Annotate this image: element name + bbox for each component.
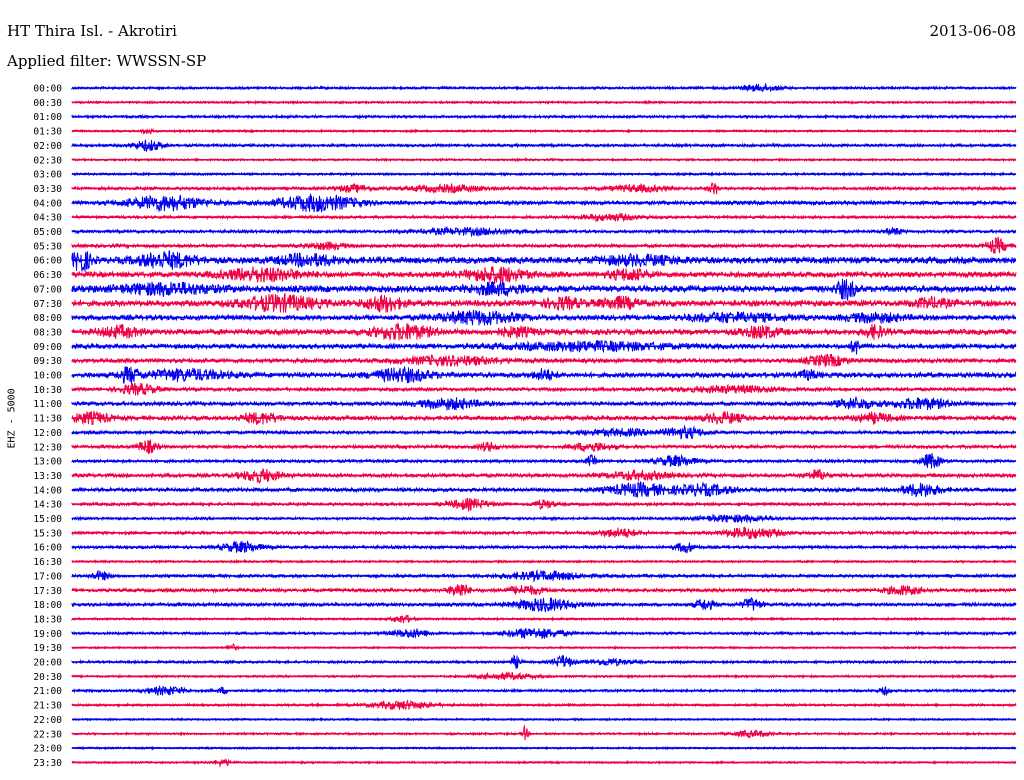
row-time-label: 02:00 [33, 141, 62, 152]
row-time-label: 20:30 [33, 672, 62, 683]
row-time-label: 17:00 [33, 571, 62, 582]
row-time-label: 03:00 [33, 170, 62, 181]
row-time-label: 13:00 [33, 457, 62, 468]
row-time-label: 23:00 [33, 744, 62, 755]
row-time-label: 05:30 [33, 241, 62, 252]
row-time-label: 19:00 [33, 629, 62, 640]
row-time-label: 15:00 [33, 514, 62, 525]
trace-row [71, 382, 1017, 396]
trace-row [71, 365, 1017, 384]
row-time-label: 20:00 [33, 658, 62, 669]
row-time-label: 09:00 [33, 342, 62, 353]
row-time-label: 11:00 [33, 399, 62, 410]
row-time-label: 04:00 [33, 198, 62, 209]
row-time-label: 21:30 [33, 701, 62, 712]
row-time-label: 18:00 [33, 600, 62, 611]
row-time-label: 13:30 [33, 471, 62, 482]
trace-row [71, 353, 1017, 368]
row-time-label: 14:30 [33, 500, 62, 511]
row-time-label: 07:00 [33, 284, 62, 295]
row-time-label: 14:00 [33, 485, 62, 496]
row-time-label: 01:00 [33, 112, 62, 123]
row-time-label: 17:30 [33, 586, 62, 597]
row-time-label: 12:00 [33, 428, 62, 439]
row-time-label: 09:30 [33, 356, 62, 367]
row-time-label: 01:30 [33, 127, 62, 138]
row-time-label: 18:30 [33, 614, 62, 625]
trace-row [71, 597, 1017, 613]
row-time-label: 11:30 [33, 414, 62, 425]
row-time-label: 07:30 [33, 299, 62, 310]
station-title: HT Thira Isl. - Akrotiri [7, 22, 177, 40]
row-time-label: 16:00 [33, 543, 62, 554]
row-time-label: 08:30 [33, 327, 62, 338]
row-time-label: 05:00 [33, 227, 62, 238]
row-time-label: 10:00 [33, 371, 62, 382]
row-time-label: 04:30 [33, 213, 62, 224]
row-time-label: 22:00 [33, 715, 62, 726]
row-time-label: 08:00 [33, 313, 62, 324]
row-time-label: 19:30 [33, 643, 62, 654]
row-time-label: 12:30 [33, 442, 62, 453]
row-time-label: 23:30 [33, 758, 62, 769]
record-date: 2013-06-08 [929, 22, 1016, 40]
trace-row [71, 339, 1017, 355]
row-time-label: 22:30 [33, 729, 62, 740]
row-time-label: 15:30 [33, 528, 62, 539]
row-time-label: 06:00 [33, 256, 62, 267]
row-time-label: 10:30 [33, 385, 62, 396]
row-time-label: 03:30 [33, 184, 62, 195]
row-time-label: 02:30 [33, 155, 62, 166]
row-time-label: 21:00 [33, 686, 62, 697]
row-time-label: 16:30 [33, 557, 62, 568]
filter-label: Applied filter: WWSSN-SP [7, 52, 207, 70]
row-time-label: 00:30 [33, 98, 62, 109]
row-time-label: 00:00 [33, 84, 62, 95]
row-time-label: 06:30 [33, 270, 62, 281]
